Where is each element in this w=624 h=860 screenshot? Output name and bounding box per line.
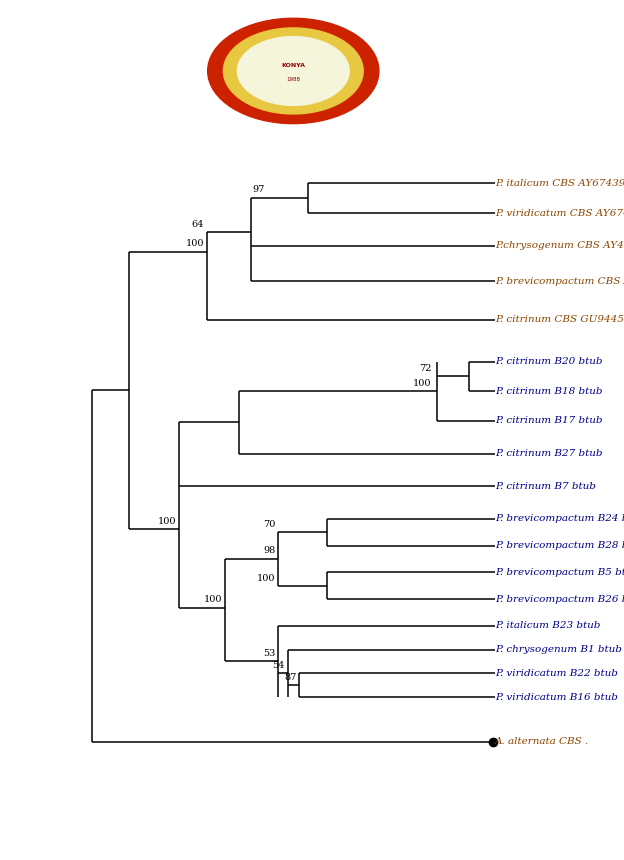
Text: 72: 72 bbox=[419, 365, 432, 373]
Text: 100: 100 bbox=[257, 574, 276, 583]
Text: P. citrinum CBS GU944556.1: P. citrinum CBS GU944556.1 bbox=[495, 316, 624, 324]
Text: 70: 70 bbox=[263, 520, 276, 530]
Text: P. brevicompactum CBS AY674438: P. brevicompactum CBS AY674438 bbox=[495, 277, 624, 286]
Circle shape bbox=[223, 28, 363, 114]
Text: 100: 100 bbox=[204, 595, 223, 605]
Text: P. citrinum B17 btub: P. citrinum B17 btub bbox=[495, 416, 602, 426]
Text: P. viridicatum B16 btub: P. viridicatum B16 btub bbox=[495, 692, 618, 702]
Text: 98: 98 bbox=[263, 546, 276, 556]
Text: P. citrinum B7 btub: P. citrinum B7 btub bbox=[495, 482, 596, 491]
Text: P. citrinum B18 btub: P. citrinum B18 btub bbox=[495, 387, 602, 396]
Text: P. brevicompactum B28 btub: P. brevicompactum B28 btub bbox=[495, 541, 624, 550]
Circle shape bbox=[237, 37, 349, 106]
Text: A. alternata CBS .: A. alternata CBS . bbox=[495, 737, 589, 746]
Text: 97: 97 bbox=[253, 186, 265, 194]
Text: 100: 100 bbox=[413, 379, 432, 389]
Text: KONYA: KONYA bbox=[281, 63, 305, 68]
Circle shape bbox=[208, 18, 379, 124]
Text: 64: 64 bbox=[192, 219, 204, 229]
Text: P. italicum B23 btub: P. italicum B23 btub bbox=[495, 621, 600, 630]
Text: 87: 87 bbox=[284, 673, 296, 682]
Text: 54: 54 bbox=[273, 661, 285, 671]
Text: P. chrysogenum B1 btub: P. chrysogenum B1 btub bbox=[495, 645, 622, 654]
Text: P. viridicatum B22 btub: P. viridicatum B22 btub bbox=[495, 669, 618, 678]
Text: 100: 100 bbox=[158, 517, 177, 525]
Text: P. citrinum B27 btub: P. citrinum B27 btub bbox=[495, 449, 602, 458]
Text: P. brevicompactum B5 btub: P. brevicompactum B5 btub bbox=[495, 568, 624, 577]
Text: 100: 100 bbox=[186, 239, 204, 248]
Text: 1988: 1988 bbox=[286, 77, 300, 82]
Text: P.chrysogenum CBS AY495988.1: P.chrysogenum CBS AY495988.1 bbox=[495, 242, 624, 250]
Text: P. brevicompactum B26 btub: P. brevicompactum B26 btub bbox=[495, 594, 624, 604]
Text: 53: 53 bbox=[263, 648, 276, 658]
Text: P. italicum CBS AY674397.1: P. italicum CBS AY674397.1 bbox=[495, 179, 624, 187]
Text: P. viridicatum CBS AY674294.1: P. viridicatum CBS AY674294.1 bbox=[495, 209, 624, 218]
Text: P. citrinum B20 btub: P. citrinum B20 btub bbox=[495, 357, 602, 366]
Text: P. brevicompactum B24 btub: P. brevicompactum B24 btub bbox=[495, 514, 624, 524]
